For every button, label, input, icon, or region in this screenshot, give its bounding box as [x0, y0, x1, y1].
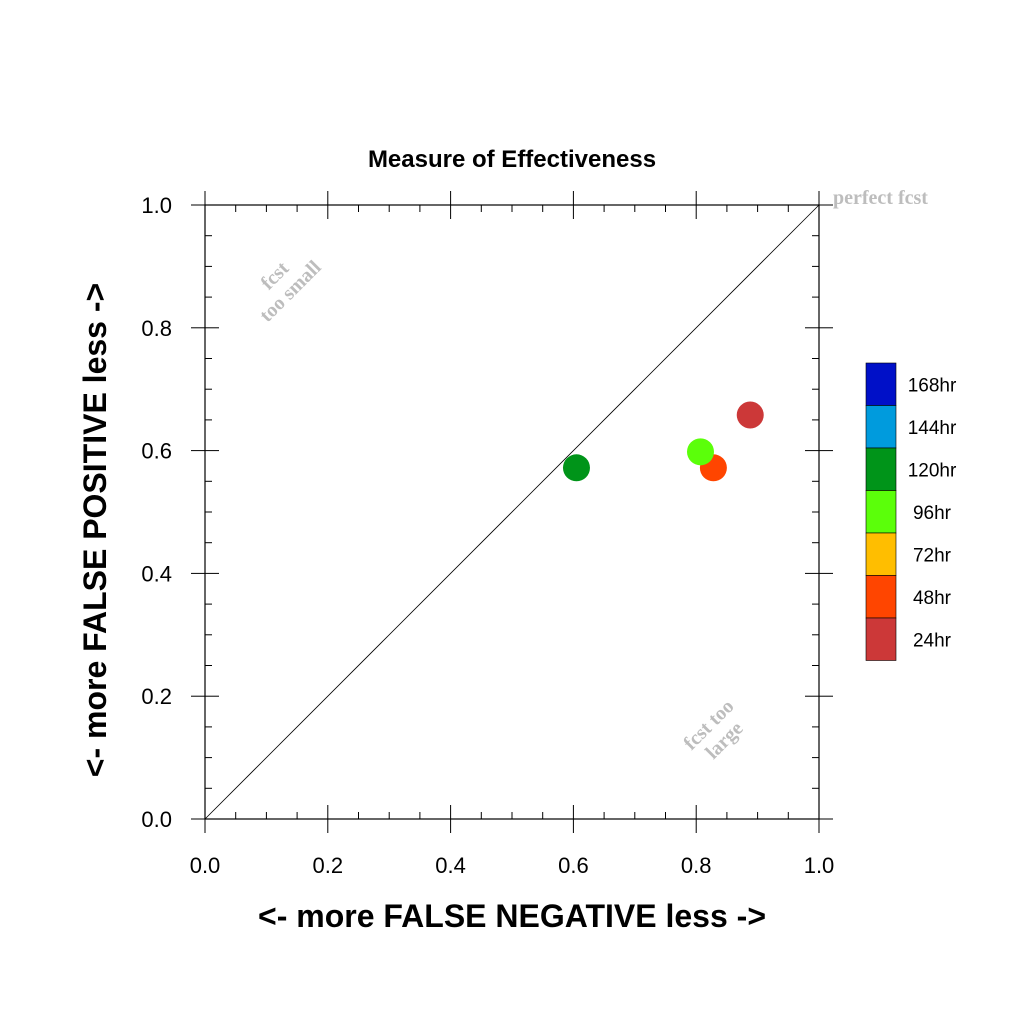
plot-frame: [204, 204, 820, 820]
legend-swatch-72hr: [865, 532, 897, 576]
point-96hr: [686, 438, 714, 466]
fcst-too-large-annotation: fcst too large: [679, 695, 747, 763]
y-tick-label: 0.2: [141, 684, 172, 709]
legend-label-96hr: 96hr: [913, 503, 952, 524]
point-24hr: [736, 401, 764, 429]
legend-label-168hr: 168hr: [908, 375, 957, 396]
legend-swatch-96hr: [865, 490, 897, 534]
y-tick-labels: 0.0 0.2 0.4 0.6 0.8 1.0: [141, 193, 172, 832]
x-tick-label: 0.8: [681, 853, 712, 878]
point-120hr: [562, 454, 590, 482]
chart-title: Measure of Effectiveness: [368, 146, 656, 173]
legend: 168hr 144hr 120hr 96hr 72hr 48hr 24hr: [865, 362, 957, 661]
diagonal-reference-line: [204, 204, 820, 820]
x-tick-label: 1.0: [804, 853, 835, 878]
legend-label-72hr: 72hr: [913, 545, 952, 566]
y-tick-label: 0.6: [141, 439, 172, 464]
too-small-line-2: too small: [255, 256, 325, 326]
x-tick-label: 0.0: [190, 853, 221, 878]
x-tick-label: 0.2: [313, 853, 344, 878]
fcst-too-small-annotation: fcst too small: [255, 256, 325, 326]
legend-swatch-120hr: [865, 447, 897, 491]
x-tick-labels: 0.0 0.2 0.4 0.6 0.8 1.0: [190, 853, 835, 878]
x-tick-label: 0.6: [558, 853, 589, 878]
legend-label-48hr: 48hr: [913, 588, 952, 609]
y-tick-label: 0.4: [141, 561, 172, 586]
legend-label-24hr: 24hr: [913, 630, 952, 651]
x-axis-label: <- more FALSE NEGATIVE less ->: [258, 898, 766, 934]
y-tick-label: 1.0: [141, 193, 172, 218]
perfect-fcst-annotation: perfect fcst: [833, 187, 928, 209]
legend-swatch-24hr: [865, 617, 897, 661]
legend-swatch-48hr: [865, 575, 897, 619]
legend-label-144hr: 144hr: [908, 418, 957, 439]
y-tick-label: 0.0: [141, 807, 172, 832]
y-axis-label: <- more FALSE POSITIVE less ->: [77, 283, 113, 777]
legend-swatch-168hr: [865, 362, 897, 406]
data-points: [562, 401, 764, 482]
y-tick-label: 0.8: [141, 316, 172, 341]
legend-label-120hr: 120hr: [908, 460, 957, 481]
legend-swatch-144hr: [865, 405, 897, 449]
x-tick-label: 0.4: [435, 853, 466, 878]
